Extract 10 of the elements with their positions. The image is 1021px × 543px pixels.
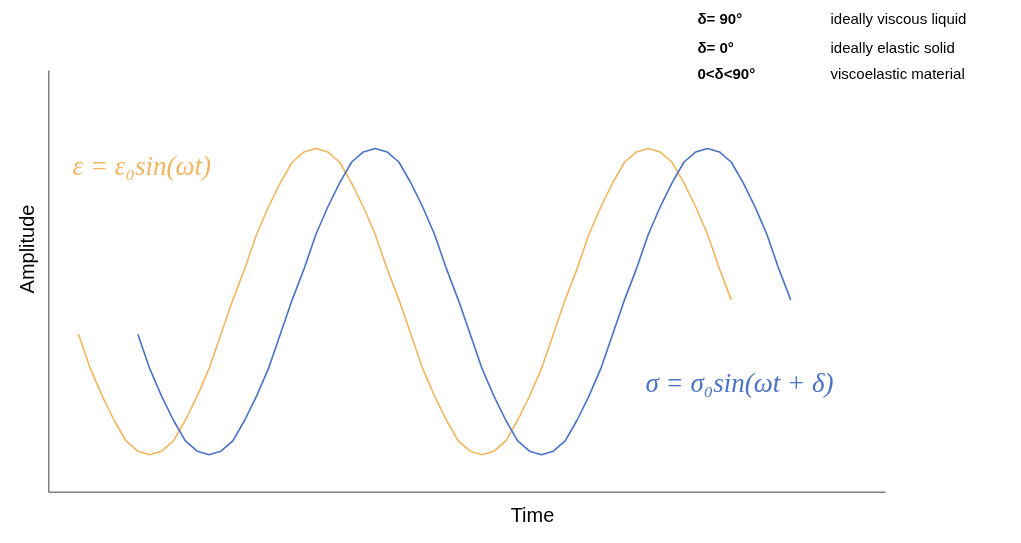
text: viscoelastic material xyxy=(830,65,965,82)
text: δ= 0° xyxy=(697,39,734,56)
series-label: σ = σ₀sin(ωt + δ) xyxy=(645,367,834,398)
text: 0<δ<90° xyxy=(697,65,756,82)
text: δ= 90° xyxy=(697,10,743,27)
x-axis-title: Time xyxy=(510,503,555,526)
text: ideally elastic solid xyxy=(830,39,955,56)
y-axis-title: Amplitude xyxy=(15,204,38,294)
text: ε = ε₀sin(ωt) xyxy=(72,150,211,181)
text: ideally viscous liquid xyxy=(830,10,967,27)
